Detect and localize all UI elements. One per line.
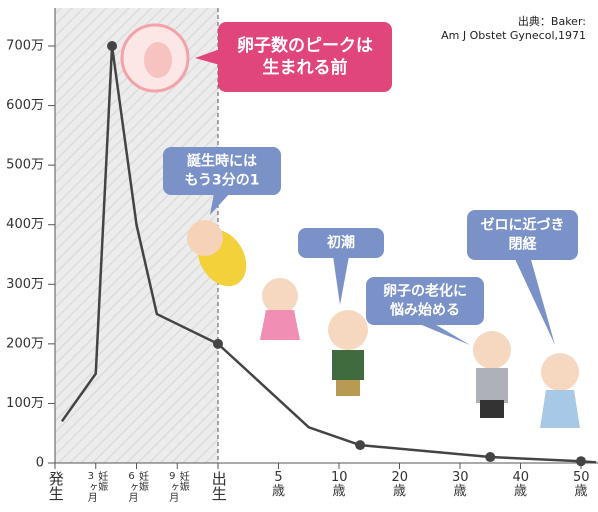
page: 0 100万 200万 300万 400万 500万 600万 700万 出典：Baker:A…: [0, 0, 598, 512]
child-illustration: [260, 278, 300, 340]
x-tick-label: 出生: [210, 471, 226, 501]
x-tick-label: 30歳: [452, 471, 468, 498]
callout-pointer: [417, 323, 470, 345]
callout-text: 卵子数のピークは: [237, 35, 373, 56]
elder-illustration: [540, 353, 580, 428]
x-tick-label: 10歳: [331, 471, 347, 498]
fetus-body: [144, 42, 172, 78]
y-tick-label: 0: [36, 456, 44, 471]
callout-text: 卵子の老化に: [383, 283, 467, 300]
y-tick-label: 600万: [6, 98, 44, 113]
callout-text: 初潮: [327, 234, 355, 251]
x-tick-label: 妊娠 3ヶ月: [85, 471, 106, 502]
callout-text: 生まれる前: [263, 57, 348, 78]
callout-box: [218, 22, 392, 92]
point: [107, 41, 117, 51]
x-tick-label: 40歳: [513, 471, 529, 498]
callout-text: ゼロに近づき: [481, 217, 565, 234]
callout-pointer: [333, 256, 349, 305]
callout-text: 閉経: [509, 236, 538, 253]
x-tick-label: 5歳: [271, 471, 287, 498]
source-text: Am J Obstet Gynecol,1971: [441, 29, 586, 42]
y-tick-label: 400万: [6, 217, 44, 232]
point: [355, 440, 365, 450]
y-tick-label: 200万: [6, 336, 44, 351]
callout-text: 誕生時には: [187, 153, 257, 170]
x-tick-label: 妊娠 9ヶ月: [166, 471, 187, 502]
y-tick-label: 500万: [6, 158, 44, 173]
y-tick-label: 100万: [6, 396, 44, 411]
x-tick-label: 20歳: [392, 471, 408, 498]
point: [485, 452, 495, 462]
point: [576, 456, 586, 466]
callout-text: もう3分の1: [184, 173, 259, 189]
woman-illustration: [473, 331, 511, 418]
callout-text: 悩み始める: [390, 302, 460, 319]
y-tick-label: 300万: [6, 277, 44, 292]
source-text: 出典：Baker:: [518, 14, 586, 28]
x-tick-label: 50歳: [573, 471, 589, 498]
callout-pointer: [515, 258, 556, 345]
y-tick-label: 700万: [6, 39, 44, 54]
chart: 0 100万 200万 300万 400万 500万 600万 700万 出典：Baker:A…: [0, 0, 598, 512]
point: [213, 339, 223, 349]
teen-illustration: [328, 310, 368, 396]
x-tick-label: 発生: [47, 471, 63, 501]
x-tick-label: 妊娠 6ヶ月: [126, 471, 147, 502]
